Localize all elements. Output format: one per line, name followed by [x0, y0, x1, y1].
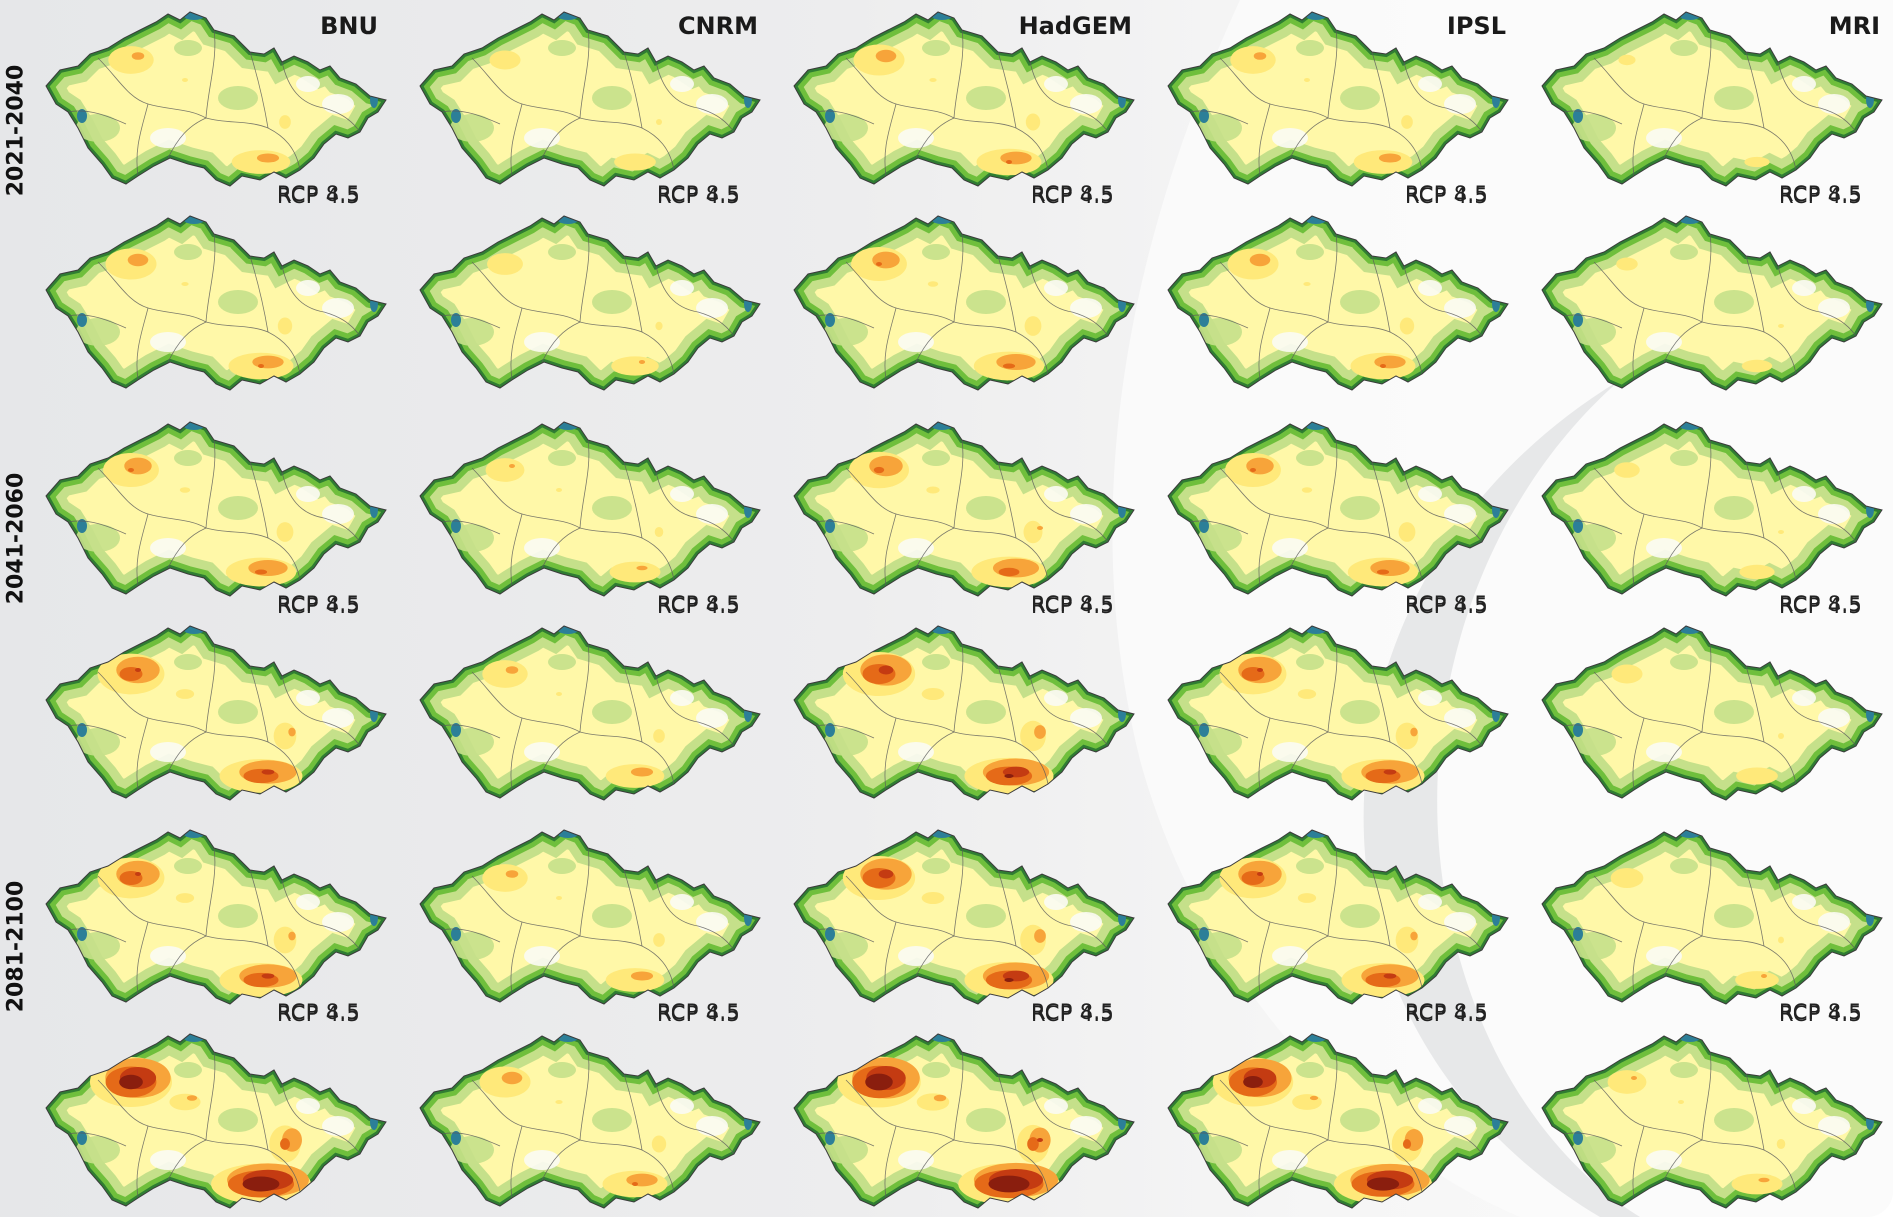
- map-bnu-2081-2100-rcp45: [38, 826, 398, 1016]
- map-mri-2081-2100-rcp45: [1534, 826, 1893, 1016]
- scenario-label: RCP 8.5: [1404, 1000, 1488, 1024]
- scenario-label: RCP 8.5: [276, 592, 360, 616]
- period-label: 2041-2060: [3, 472, 29, 605]
- drought-map: [419, 625, 761, 801]
- map-mri-2021-2040-rcp45: [1534, 8, 1893, 198]
- model-title: BNU: [320, 12, 378, 40]
- drought-map: [45, 625, 387, 801]
- map-bnu-2021-2040-rcp85: [38, 212, 398, 402]
- model-title: HadGEM: [1018, 12, 1132, 40]
- drought-map: [1541, 11, 1883, 187]
- model-title: MRI: [1828, 12, 1880, 40]
- map-ipsl-2021-2040-rcp45: [1160, 8, 1520, 198]
- scenario-label: RCP 8.5: [656, 1000, 740, 1024]
- drought-map: [419, 1033, 761, 1209]
- drought-map: [45, 829, 387, 1005]
- drought-map: [1541, 215, 1883, 391]
- map-ipsl-2021-2040-rcp85: [1160, 212, 1520, 402]
- drought-map: [1541, 625, 1883, 801]
- period-label: 2021-2040: [3, 64, 29, 197]
- map-mri-2041-2060-rcp85: [1534, 622, 1893, 812]
- drought-map: [419, 829, 761, 1005]
- scenario-label: RCP 8.5: [1030, 182, 1114, 206]
- drought-map: [1167, 625, 1509, 801]
- drought-map: [1541, 421, 1883, 597]
- scenario-label: RCP 4.5: [276, 1002, 360, 1026]
- scenario-label: RCP 4.5: [1778, 184, 1862, 208]
- map-hadgem-2021-2040-rcp85: [786, 212, 1146, 402]
- scenario-label: RCP 8.5: [656, 592, 740, 616]
- drought-map: [419, 421, 761, 597]
- map-mri-2041-2060-rcp45: [1534, 418, 1893, 608]
- scenario-label: RCP 4.5: [656, 1002, 740, 1026]
- scenario-label: RCP 8.5: [1778, 182, 1862, 206]
- map-cnrm-2041-2060-rcp45: [412, 418, 772, 608]
- scenario-label: RCP 8.5: [276, 1000, 360, 1024]
- drought-map: [1167, 11, 1509, 187]
- map-cnrm-2021-2040-rcp85: [412, 212, 772, 402]
- drought-map: [1167, 215, 1509, 391]
- scenario-label: RCP 4.5: [276, 184, 360, 208]
- scenario-label: RCP 8.5: [656, 182, 740, 206]
- drought-map: [793, 1033, 1135, 1209]
- scenario-label: RCP 4.5: [1030, 1002, 1114, 1026]
- drought-map: [45, 1033, 387, 1209]
- drought-map: [45, 421, 387, 597]
- map-bnu-2021-2040-rcp45: [38, 8, 398, 198]
- map-cnrm-2081-2100-rcp45: [412, 826, 772, 1016]
- map-bnu-2081-2100-rcp85: [38, 1030, 398, 1217]
- map-bnu-2041-2060-rcp45: [38, 418, 398, 608]
- map-hadgem-2041-2060-rcp85: [786, 622, 1146, 812]
- scenario-label: RCP 8.5: [1030, 1000, 1114, 1024]
- map-ipsl-2081-2100-rcp45: [1160, 826, 1520, 1016]
- drought-map: [793, 215, 1135, 391]
- map-hadgem-2081-2100-rcp45: [786, 826, 1146, 1016]
- map-ipsl-2041-2060-rcp45: [1160, 418, 1520, 608]
- map-hadgem-2041-2060-rcp45: [786, 418, 1146, 608]
- map-bnu-2041-2060-rcp85: [38, 622, 398, 812]
- scenario-label: RCP 4.5: [1778, 1002, 1862, 1026]
- model-title: IPSL: [1446, 12, 1506, 40]
- drought-map: [793, 11, 1135, 187]
- drought-map: [419, 215, 761, 391]
- period-label: 2081-2100: [3, 880, 29, 1013]
- scenario-label: RCP 4.5: [276, 594, 360, 618]
- scenario-label: RCP 4.5: [1404, 184, 1488, 208]
- map-hadgem-2081-2100-rcp85: [786, 1030, 1146, 1217]
- drought-map: [793, 625, 1135, 801]
- drought-map: [419, 11, 761, 187]
- scenario-label: RCP 8.5: [1030, 592, 1114, 616]
- drought-map: [1167, 829, 1509, 1005]
- drought-map: [45, 215, 387, 391]
- scenario-label: RCP 4.5: [1778, 594, 1862, 618]
- model-title: CNRM: [677, 12, 758, 40]
- scenario-label: RCP 4.5: [1404, 1002, 1488, 1026]
- drought-map: [793, 421, 1135, 597]
- scenario-label: RCP 4.5: [1404, 594, 1488, 618]
- scenario-label: RCP 8.5: [276, 182, 360, 206]
- scenario-label: RCP 4.5: [656, 184, 740, 208]
- scenario-label: RCP 4.5: [656, 594, 740, 618]
- map-mri-2021-2040-rcp85: [1534, 212, 1893, 402]
- scenario-label: RCP 8.5: [1404, 182, 1488, 206]
- scenario-label: RCP 8.5: [1404, 592, 1488, 616]
- map-cnrm-2041-2060-rcp85: [412, 622, 772, 812]
- drought-map: [1541, 829, 1883, 1005]
- scenario-label: RCP 4.5: [1030, 184, 1114, 208]
- map-ipsl-2081-2100-rcp85: [1160, 1030, 1520, 1217]
- scenario-label: RCP 8.5: [1778, 1000, 1862, 1024]
- scenario-label: RCP 4.5: [1030, 594, 1114, 618]
- drought-map: [1167, 1033, 1509, 1209]
- drought-map: [45, 11, 387, 187]
- map-cnrm-2081-2100-rcp85: [412, 1030, 772, 1217]
- map-cnrm-2021-2040-rcp45: [412, 8, 772, 198]
- map-hadgem-2021-2040-rcp45: [786, 8, 1146, 198]
- map-mri-2081-2100-rcp85: [1534, 1030, 1893, 1217]
- drought-map: [793, 829, 1135, 1005]
- drought-map: [1541, 1033, 1883, 1209]
- scenario-label: RCP 8.5: [1778, 592, 1862, 616]
- map-ipsl-2041-2060-rcp85: [1160, 622, 1520, 812]
- drought-map: [1167, 421, 1509, 597]
